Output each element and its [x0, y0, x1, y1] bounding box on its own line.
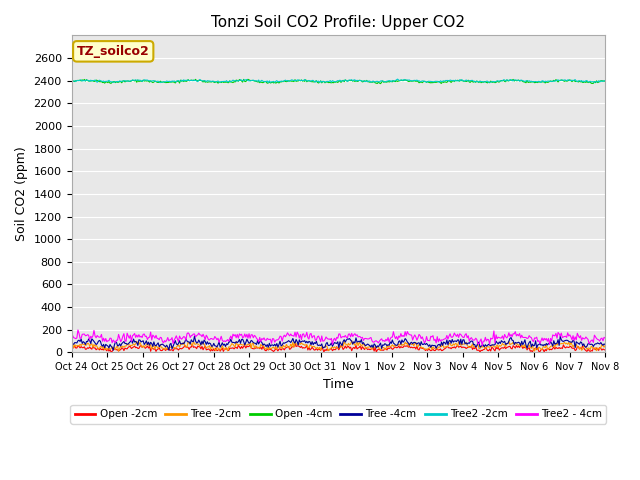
Tree -2cm: [602, 343, 609, 348]
Tree -2cm: [68, 342, 76, 348]
Open -2cm: [602, 347, 609, 353]
Tree -4cm: [602, 342, 609, 348]
Tree2 -2cm: [322, 79, 330, 84]
Tree -2cm: [506, 342, 514, 348]
Tree -2cm: [387, 344, 394, 349]
Open -4cm: [68, 78, 76, 84]
Tree2 - 4cm: [602, 335, 609, 341]
Tree2 - 4cm: [591, 332, 598, 338]
Open -4cm: [322, 79, 330, 85]
Tree2 -2cm: [68, 78, 76, 84]
Tree2 - 4cm: [358, 336, 365, 341]
Open -4cm: [358, 78, 365, 84]
Open -4cm: [377, 81, 385, 86]
Open -2cm: [323, 346, 331, 352]
Tree2 - 4cm: [387, 336, 394, 342]
Tree -2cm: [358, 343, 365, 349]
Open -4cm: [325, 80, 333, 85]
Tree2 -2cm: [325, 78, 333, 84]
Tree2 -2cm: [387, 78, 394, 84]
Tree -4cm: [387, 340, 395, 346]
Tree -4cm: [591, 342, 598, 348]
Tree -2cm: [531, 348, 538, 354]
Tree2 -2cm: [358, 78, 365, 84]
Open -2cm: [507, 346, 515, 351]
Tree2 -2cm: [507, 77, 515, 83]
Open -4cm: [387, 79, 395, 84]
Tree -2cm: [321, 344, 329, 350]
Tree2 -2cm: [591, 80, 598, 85]
Tree -2cm: [324, 348, 332, 353]
Open -2cm: [358, 344, 366, 349]
Open -2cm: [387, 345, 395, 351]
Open -2cm: [68, 345, 76, 351]
Tree -4cm: [191, 333, 198, 339]
Open -2cm: [320, 349, 328, 355]
Line: Tree -2cm: Tree -2cm: [72, 341, 605, 351]
Tree -2cm: [591, 345, 598, 351]
Tree2 - 4cm: [325, 336, 333, 342]
Tree -4cm: [68, 339, 76, 345]
Tree2 - 4cm: [74, 327, 82, 333]
Tree -4cm: [358, 341, 366, 347]
Legend: Open -2cm, Tree -2cm, Open -4cm, Tree -4cm, Tree2 -2cm, Tree2 - 4cm: Open -2cm, Tree -2cm, Open -4cm, Tree -4…: [70, 405, 606, 423]
Line: Open -4cm: Open -4cm: [72, 79, 605, 84]
Tree -4cm: [507, 335, 515, 340]
Tree2 - 4cm: [507, 332, 515, 337]
Title: Tonzi Soil CO2 Profile: Upper CO2: Tonzi Soil CO2 Profile: Upper CO2: [211, 15, 465, 30]
Tree2 - 4cm: [322, 334, 330, 340]
Tree2 -2cm: [394, 76, 401, 82]
Open -2cm: [326, 346, 334, 352]
X-axis label: Time: Time: [323, 378, 354, 391]
Open -4cm: [244, 76, 252, 82]
Open -4cm: [507, 77, 515, 83]
Text: TZ_soilco2: TZ_soilco2: [77, 45, 150, 58]
Tree -4cm: [323, 339, 331, 345]
Line: Tree2 - 4cm: Tree2 - 4cm: [72, 330, 605, 346]
Line: Tree2 -2cm: Tree2 -2cm: [72, 79, 605, 83]
Open -2cm: [291, 340, 299, 346]
Line: Open -2cm: Open -2cm: [72, 343, 605, 352]
Open -4cm: [602, 78, 609, 84]
Tree2 - 4cm: [478, 343, 486, 348]
Tree2 -2cm: [264, 80, 272, 85]
Open -2cm: [591, 346, 598, 352]
Tree -4cm: [326, 342, 334, 348]
Line: Tree -4cm: Tree -4cm: [72, 336, 605, 350]
Tree -2cm: [348, 338, 356, 344]
Tree2 - 4cm: [68, 334, 76, 339]
Tree -4cm: [109, 348, 117, 353]
Tree2 -2cm: [602, 78, 609, 84]
Open -4cm: [591, 79, 598, 84]
Y-axis label: Soil CO2 (ppm): Soil CO2 (ppm): [15, 146, 28, 241]
